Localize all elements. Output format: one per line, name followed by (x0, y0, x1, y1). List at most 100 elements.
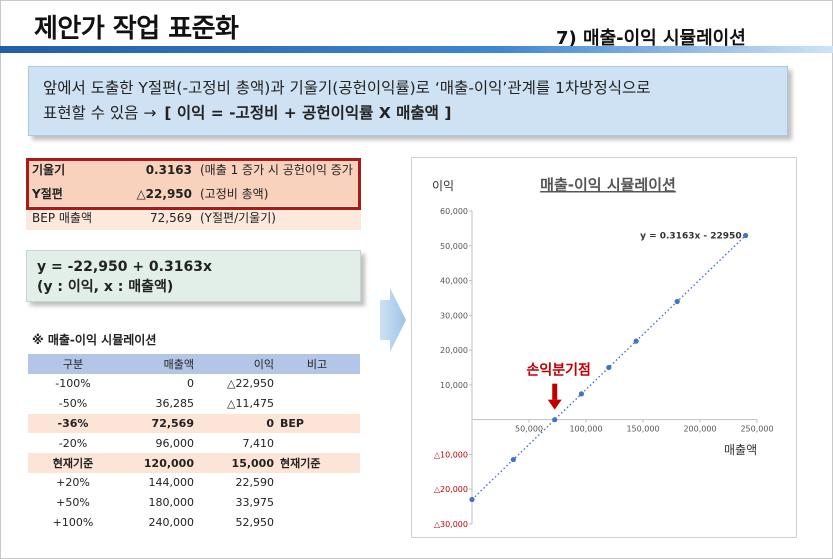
table-cell: 현재기준 (28, 453, 118, 473)
parameter-table: 기울기 0.3163 (매출 1 증가 시 공헌이익 증가분) Y절편 △22,… (26, 158, 361, 230)
table-cell (274, 394, 360, 414)
trendline-label: y = 0.3163x - 22950 (640, 231, 742, 241)
table-row: 현재기준 120,000 15,000 현재기준 (28, 453, 360, 473)
table-cell: -100% (55, 377, 91, 391)
param-value: 0.3163 (145, 163, 192, 177)
table-cell (274, 433, 360, 453)
data-point (552, 417, 558, 423)
break-even-arrow-icon (547, 399, 562, 410)
table-cell (274, 513, 360, 533)
table-cell: 7,410 (242, 436, 275, 450)
table-cell: +20% (56, 476, 90, 490)
y-tick-label: △20,000 (434, 485, 468, 494)
table-cell: -20% (58, 436, 88, 450)
summary-box: 앞에서 도출한 Y절편(-고정비 총액)과 기울기(공헌이익률)로 ‘매출-이익… (28, 66, 788, 136)
summary-line-2: 표현할 수 있음 → [ 이익 = -고정비 + 공헌이익률 X 매출액 ] (43, 101, 773, 126)
page-title: 제안가 작업 표준화 (34, 14, 239, 44)
y-axis-label: 이익 (432, 179, 454, 193)
y-tick-label: △10,000 (434, 450, 468, 459)
column-header: 구분 (28, 354, 118, 374)
simulation-table: 구분 매출액 이익 비고 -100% 0 △22,950 -50% 36,285 △11,… (28, 354, 360, 532)
param-value: △22,950 (136, 187, 192, 201)
trendline (471, 234, 747, 500)
table-cell (274, 493, 360, 513)
data-point (606, 364, 612, 371)
table-cell: -36% (28, 413, 118, 434)
table-row: -100% 0 △22,950 (28, 374, 360, 394)
y-tick-label: 20,000 (440, 346, 468, 355)
title-underline-bar (0, 46, 833, 53)
param-note: (고정비 총액) (200, 187, 269, 201)
table-row: -50% 36,285 △11,475 (28, 394, 360, 414)
x-tick-label: 150,000 (626, 425, 659, 434)
table-cell: 22,590 (235, 476, 275, 490)
table-cell: △22,950 (227, 377, 274, 391)
summary-line-1: 앞에서 도출한 Y절편(-고정비 총액)과 기울기(공헌이익률)로 ‘매출-이익… (43, 79, 651, 97)
table-cell: 240,000 (148, 515, 195, 529)
param-label: 기울기 (32, 163, 66, 177)
table-cell: 0 (187, 377, 194, 391)
table-cell (274, 473, 360, 493)
y-tick-label: △30,000 (434, 520, 468, 529)
table-cell: 96,000 (155, 436, 195, 450)
table-cell (274, 374, 360, 394)
summary-formula: [ 이익 = -고정비 + 공헌이익률 X 매출액 ] (164, 104, 452, 122)
column-header: 이익 (194, 354, 274, 374)
table-cell: 현재기준 (274, 453, 360, 473)
y-tick-label: 30,000 (440, 311, 468, 320)
x-axis-label: 매출액 (724, 443, 757, 457)
equation-line-1: y = -22,950 + 0.3163x (37, 259, 212, 275)
column-header: 매출액 (118, 354, 194, 374)
section-subtitle: 7) 매출-이익 시뮬레이션 (556, 28, 746, 49)
param-row-bep: BEP 매출액 72,569 (Y절편/기울기) (26, 206, 361, 230)
y-tick-label: 40,000 (440, 277, 468, 286)
profit-chart: 매출-이익 시뮬레이션 이익 매출액 △30,000 △20,000 △10,000… (432, 176, 774, 529)
table-row: -36% 72,569 0 BEP (28, 413, 360, 434)
table-cell: +50% (56, 496, 90, 510)
data-point (510, 456, 516, 463)
table-cell: 180,000 (148, 496, 195, 510)
equation-box: y = -22,950 + 0.3163x (y : 이익, x : 매출액) (26, 250, 361, 302)
table-cell: -50% (58, 397, 88, 411)
table-cell: 52,950 (235, 515, 275, 529)
x-tick-label: 50,000 (515, 425, 543, 434)
y-tick-label: 60,000 (440, 207, 468, 216)
x-tick-label: 250,000 (740, 425, 773, 434)
equation-line-2: (y : 이익, x : 매출액) (37, 279, 174, 295)
table-row: +50% 180,000 33,975 (28, 493, 360, 513)
param-value: 72,569 (150, 211, 192, 225)
param-highlight-border (26, 158, 361, 210)
data-point (674, 298, 680, 305)
chart-container: 매출-이익 시뮬레이션 이익 매출액 △30,000 △20,000 △10,000… (411, 157, 797, 538)
table-cell: 0 (194, 413, 274, 434)
table-cell: 144,000 (148, 476, 195, 490)
table-cell: 120,000 (118, 453, 194, 473)
data-point (743, 232, 749, 239)
y-tick-label: 10,000 (440, 381, 468, 390)
column-header: 비고 (274, 354, 360, 374)
summary-line-2-prefix: 표현할 수 있음 → (43, 104, 157, 122)
simulation-header-row: 구분 매출액 이익 비고 (28, 354, 360, 374)
table-cell: +100% (52, 515, 94, 529)
table-row: -20% 96,000 7,410 (28, 433, 360, 453)
data-point (633, 338, 639, 344)
break-even-arrow-shaft (552, 383, 558, 400)
simulation-title: ※ 매출-이익 시뮬레이션 (32, 333, 157, 347)
right-arrow-icon (380, 288, 406, 352)
table-cell: 33,975 (235, 496, 275, 510)
table-cell: BEP (274, 413, 360, 434)
data-point (469, 496, 475, 503)
table-cell: 36,285 (155, 397, 195, 411)
param-label: BEP 매출액 (32, 211, 92, 225)
table-cell: 72,569 (118, 413, 194, 434)
x-tick-label: 100,000 (569, 425, 602, 434)
param-note: (Y절편/기울기) (200, 211, 276, 225)
table-cell: △11,475 (227, 397, 274, 411)
break-even-label: 손익분기점 (527, 362, 591, 379)
param-row-intercept: Y절편 △22,950 (고정비 총액) (26, 182, 361, 206)
chart-title: 매출-이익 시뮬레이션 (540, 176, 676, 194)
data-point (578, 391, 585, 397)
x-tick-label: 200,000 (683, 425, 716, 434)
table-cell: 15,000 (194, 453, 274, 473)
y-tick-label: 50,000 (440, 242, 468, 251)
